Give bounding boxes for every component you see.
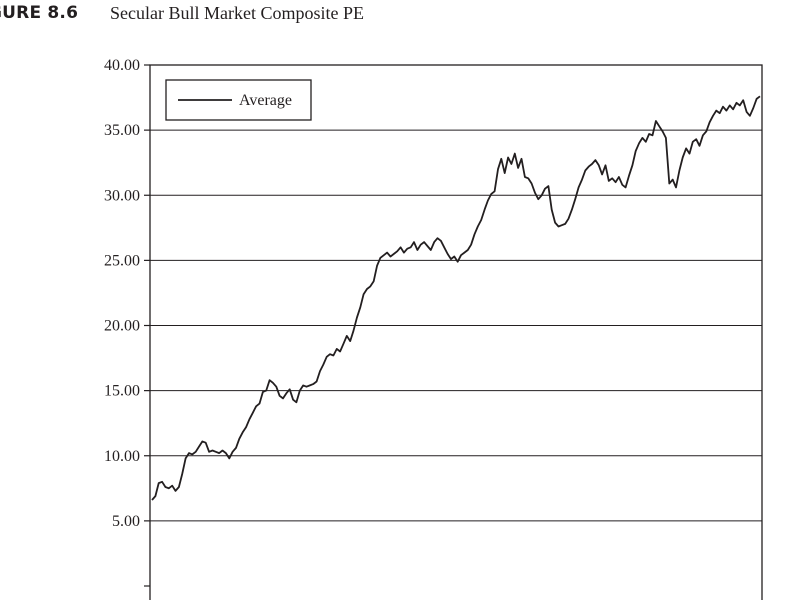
figure-number: GURE 8.6 [0, 3, 79, 23]
y-tick-label: 15.00 [104, 383, 140, 400]
y-tick-label: 35.00 [104, 122, 140, 139]
series-line-average [151, 95, 761, 501]
y-tick-label: 40.00 [104, 57, 140, 74]
series-lines [151, 95, 761, 501]
y-tick-label: 20.00 [104, 318, 140, 335]
figure-title: Secular Bull Market Composite PE [110, 3, 364, 23]
y-axis: 40.00 35.00 30.00 25.00 20.00 15.00 10.00 5.00 [104, 57, 150, 587]
gridlines [150, 129, 762, 522]
plot-frame [149, 64, 763, 600]
legend: Average [165, 79, 312, 121]
y-tick-label: 5.00 [112, 513, 140, 530]
y-tick-label: 25.00 [104, 252, 140, 269]
y-tick-label: 10.00 [104, 448, 140, 465]
y-tick-label: 30.00 [104, 187, 140, 204]
legend-label: Average [239, 92, 292, 109]
